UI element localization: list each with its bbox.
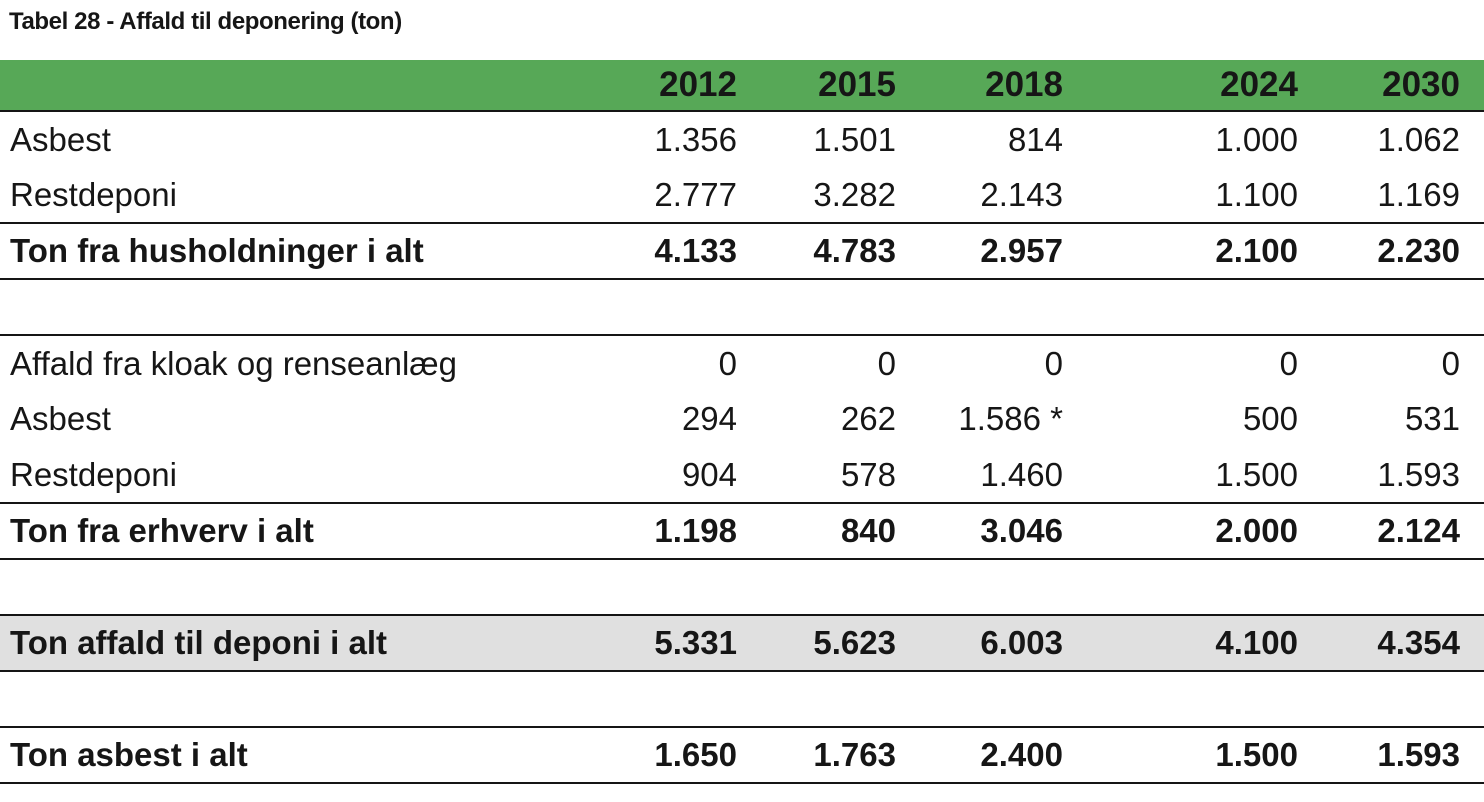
value-cell: 1.500: [1215, 455, 1298, 493]
value-cell: 2.957: [896, 222, 1063, 280]
row-label: Ton fra husholdninger i alt: [0, 222, 445, 280]
table-row: Ton affald til deponi i alt 5.331 5.623 6.0…: [0, 614, 1484, 672]
value-cell: 1.062: [1377, 120, 1460, 158]
spacer-cell: [0, 559, 445, 615]
value-cell: 578: [840, 455, 896, 493]
spacer-cell: [737, 559, 896, 615]
spacer-cell: [0, 671, 445, 727]
waste-deposit-table: 2012 2015 2018 2024 2030 Asbest 1.356 1.50…: [0, 60, 1484, 784]
table-row: Asbest 294 262 1.586 * 500 531: [0, 391, 1484, 447]
spacer-cell: [1298, 559, 1484, 615]
header-cell-year: 2024: [1063, 60, 1298, 112]
header-cell-empty: [0, 60, 445, 112]
value-cell: 4.783: [737, 222, 896, 280]
row-label: Asbest: [10, 120, 111, 158]
header-cell-year: 2018: [896, 60, 1063, 112]
value-cell: 6.003: [896, 614, 1063, 672]
value-cell: 2.100: [1063, 222, 1298, 280]
value-cell: 1.500: [1063, 726, 1298, 784]
row-label: Ton fra erhverv i alt: [0, 502, 445, 560]
row-label: Ton asbest i alt: [0, 726, 445, 784]
spacer-cell: [1063, 671, 1298, 727]
row-label: Ton affald til deponi i alt: [0, 614, 445, 672]
value-cell: 1.100: [1215, 175, 1298, 213]
value-cell: 1.501: [813, 120, 896, 158]
value-cell: 0: [1063, 334, 1298, 391]
header-cell-year: 2012: [445, 60, 737, 112]
value-cell: 3.282: [813, 175, 896, 213]
spacer-cell: [737, 279, 896, 335]
value-cell: 294: [681, 400, 737, 437]
value-cell: 5.331: [445, 614, 737, 672]
value-cell: 1.593: [1298, 726, 1484, 784]
value-cell: 2.124: [1298, 502, 1484, 560]
value-cell: 904: [681, 455, 737, 493]
table-row: Asbest 1.356 1.501 814 1.000 1.062: [0, 111, 1484, 167]
table-row: Affald fra kloak og renseanlæg 0 0 0 0 0: [0, 334, 1484, 391]
spacer-cell: [896, 671, 1063, 727]
value-cell: 2.777: [654, 175, 737, 213]
value-cell: 2.143: [980, 175, 1063, 213]
row-label: Restdeponi: [10, 175, 177, 213]
value-cell: 1.000: [1215, 120, 1298, 158]
table-row: Ton fra erhverv i alt 1.198 840 3.046 2.000 2…: [0, 502, 1484, 560]
spacer-cell: [0, 279, 445, 335]
value-cell: 1.763: [737, 726, 896, 784]
value-cell: 1.650: [445, 726, 737, 784]
table-body: Asbest 1.356 1.501 814 1.000 1.062 Restdeponi 2…: [0, 111, 1484, 784]
value-cell: 1.198: [445, 502, 737, 560]
header-row: 2012 2015 2018 2024 2030: [0, 60, 1484, 112]
table-row: Restdeponi 2.777 3.282 2.143 1.100 1.169: [0, 167, 1484, 223]
value-cell: 2.000: [1063, 502, 1298, 560]
value-cell: 0: [896, 334, 1063, 391]
value-cell: 1.593: [1377, 455, 1460, 493]
spacer-cell: [1063, 279, 1298, 335]
value-cell: 262: [840, 400, 896, 437]
spacer-cell: [1298, 279, 1484, 335]
table-title: Tabel 28 - Affald til deponering (ton): [9, 8, 402, 35]
value-cell: 4.100: [1063, 614, 1298, 672]
value-cell: 4.354: [1298, 614, 1484, 672]
value-cell: 814: [1007, 120, 1063, 158]
value-cell: 2.400: [896, 726, 1063, 784]
value-cell: 500: [1242, 400, 1298, 437]
spacer-cell: [445, 671, 737, 727]
spacer-row: [0, 559, 1484, 615]
value-cell: 3.046: [896, 502, 1063, 560]
table-row: Ton fra husholdninger i alt 4.133 4.783 2.9…: [0, 222, 1484, 280]
row-label: Affald fra kloak og renseanlæg: [0, 334, 457, 391]
header-cell-year: 2015: [737, 60, 896, 112]
spacer-cell: [445, 279, 737, 335]
value-cell: 1.586 *: [958, 400, 1063, 437]
value-cell: 1.460: [980, 455, 1063, 493]
value-cell: 840: [737, 502, 896, 560]
spacer-cell: [896, 559, 1063, 615]
row-label: Asbest: [10, 400, 111, 437]
header-cell-year: 2030: [1298, 60, 1484, 112]
spacer-cell: [445, 559, 737, 615]
value-cell: 1.169: [1377, 175, 1460, 213]
spacer-row: [0, 279, 1484, 335]
row-label: Restdeponi: [10, 455, 177, 493]
spacer-row: [0, 671, 1484, 727]
value-cell: 0: [445, 334, 737, 391]
value-cell: 0: [1298, 334, 1484, 391]
value-cell: 1.356: [654, 120, 737, 158]
value-cell: 531: [1404, 400, 1460, 437]
spacer-cell: [737, 671, 896, 727]
value-cell: 4.133: [445, 222, 737, 280]
table-row: Ton asbest i alt 1.650 1.763 2.400 1.500 1.59…: [0, 726, 1484, 784]
spacer-cell: [1298, 671, 1484, 727]
table-row: Restdeponi 904 578 1.460 1.500 1.593: [0, 447, 1484, 503]
value-cell: 5.623: [737, 614, 896, 672]
spacer-cell: [896, 279, 1063, 335]
spacer-cell: [1063, 559, 1298, 615]
value-cell: 0: [737, 334, 896, 391]
value-cell: 2.230: [1298, 222, 1484, 280]
